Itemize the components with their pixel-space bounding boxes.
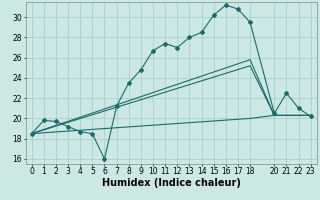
X-axis label: Humidex (Indice chaleur): Humidex (Indice chaleur) [102, 178, 241, 188]
